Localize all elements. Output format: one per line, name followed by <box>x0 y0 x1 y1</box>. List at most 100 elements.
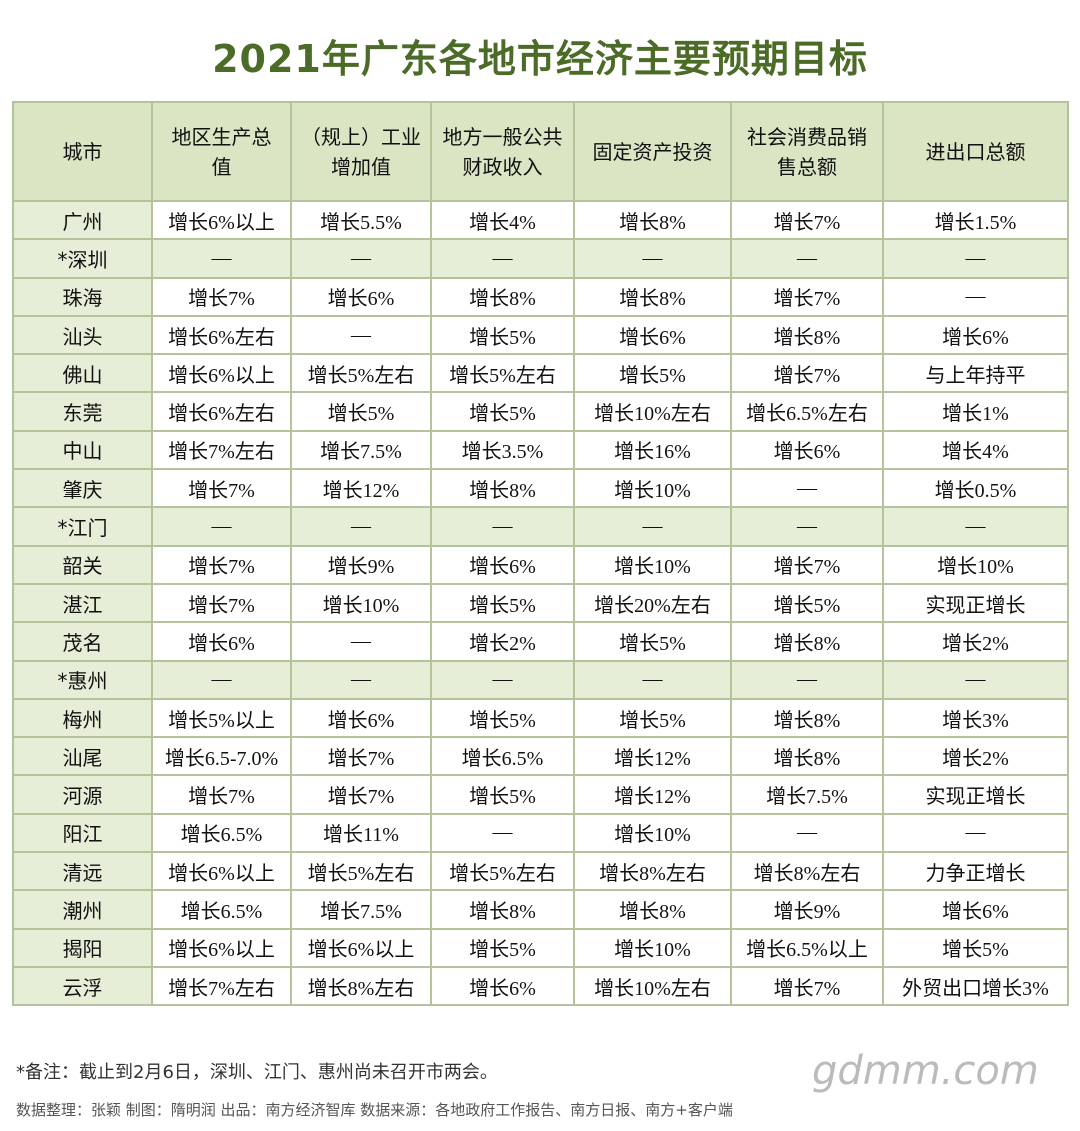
table-row: 肇庆 增长7% 增长12% 增长8% 增长10% — 增长0.5% <box>12 468 1069 509</box>
city-cell: 汕尾 <box>12 736 153 777</box>
value-cell: — <box>730 238 884 279</box>
table-row: 汕头 增长6%左右 — 增长5% 增长6% 增长8% 增长6% <box>12 314 1069 356</box>
value-cell: 增长5% <box>290 391 432 432</box>
table-row: 茂名 增长6% — 增长2% 增长5% 增长8% 增长2% <box>12 621 1069 662</box>
value-cell: 增长6.5-7.0% <box>151 736 292 777</box>
value-cell: 增长8% <box>730 621 884 662</box>
value-cell: 增长6%以上 <box>290 927 432 968</box>
value-cell: — <box>430 238 575 279</box>
value-cell: 增长4% <box>882 429 1069 471</box>
value-cell: — <box>573 506 732 547</box>
value-cell: 增长9% <box>730 889 884 930</box>
value-cell: — <box>151 506 292 547</box>
value-cell: 增长8% <box>573 276 732 317</box>
city-cell: *惠州 <box>12 659 153 700</box>
value-cell: 增长7% <box>730 965 884 1007</box>
value-cell: 增长7% <box>290 774 432 815</box>
city-cell: 潮州 <box>12 889 153 930</box>
value-cell: 增长2% <box>882 736 1069 777</box>
value-cell: — <box>882 276 1069 317</box>
value-cell: 外贸出口增长3% <box>882 965 1069 1007</box>
value-cell: 增长12% <box>290 468 432 509</box>
value-cell: 增长20%左右 <box>573 582 732 624</box>
value-cell: — <box>730 468 884 509</box>
value-cell: — <box>430 659 575 700</box>
city-cell: 佛山 <box>12 353 153 394</box>
value-cell: 增长0.5% <box>882 468 1069 509</box>
city-cell: 茂名 <box>12 621 153 662</box>
value-cell: 力争正增长 <box>882 851 1069 892</box>
value-cell: 增长6%以上 <box>151 851 292 892</box>
table-row: 湛江 增长7% 增长10% 增长5% 增长20%左右 增长5% 实现正增长 <box>12 582 1069 624</box>
value-cell: — <box>882 659 1069 700</box>
value-cell: 增长8% <box>730 736 884 777</box>
value-cell: 增长6% <box>573 314 732 356</box>
value-cell: 增长7% <box>151 582 292 624</box>
value-cell: — <box>290 314 432 356</box>
value-cell: 增长5% <box>430 697 575 739</box>
value-cell: 增长5% <box>573 353 732 394</box>
value-cell: 增长7% <box>730 199 884 241</box>
value-cell: 增长5% <box>430 314 575 356</box>
value-cell: — <box>573 238 732 279</box>
value-cell: 增长6%左右 <box>151 391 292 432</box>
city-cell: *江门 <box>12 506 153 547</box>
value-cell: 增长8% <box>573 199 732 241</box>
value-cell: 增长10% <box>573 468 732 509</box>
header-cell: 城市 <box>12 101 153 202</box>
city-cell: 中山 <box>12 429 153 471</box>
value-cell: — <box>151 659 292 700</box>
value-cell: 增长8% <box>430 276 575 317</box>
value-cell: 增长5.5% <box>290 199 432 241</box>
value-cell: 增长10%左右 <box>573 391 732 432</box>
value-cell: 与上年持平 <box>882 353 1069 394</box>
value-cell: 增长10% <box>573 812 732 854</box>
header-cell: 地区生产总值 <box>151 101 292 202</box>
value-cell: 增长8% <box>430 468 575 509</box>
value-cell: 增长7.5% <box>730 774 884 815</box>
city-cell: 云浮 <box>12 965 153 1007</box>
value-cell: — <box>151 238 292 279</box>
city-cell: 汕头 <box>12 314 153 356</box>
value-cell: 增长9% <box>290 544 432 585</box>
value-cell: 增长7% <box>151 774 292 815</box>
value-cell: 增长5%左右 <box>290 353 432 394</box>
title: 2021年广东各地市经济主要预期目标 <box>212 37 868 81</box>
value-cell: 增长6% <box>290 276 432 317</box>
value-cell: 增长8% <box>430 889 575 930</box>
city-cell: 肇庆 <box>12 468 153 509</box>
city-cell: *深圳 <box>12 238 153 279</box>
value-cell: — <box>290 659 432 700</box>
table-row: 河源 增长7% 增长7% 增长5% 增长12% 增长7.5% 实现正增长 <box>12 774 1069 815</box>
value-cell: 实现正增长 <box>882 774 1069 815</box>
header-cell: 社会消费品销售总额 <box>730 101 884 202</box>
table-row: 韶关 增长7% 增长9% 增长6% 增长10% 增长7% 增长10% <box>12 544 1069 585</box>
value-cell: — <box>290 238 432 279</box>
table-row: 阳江 增长6.5% 增长11% — 增长10% — — <box>12 812 1069 854</box>
value-cell: 增长7% <box>151 468 292 509</box>
value-cell: — <box>882 812 1069 854</box>
value-cell: 增长7% <box>730 276 884 317</box>
value-cell: 增长1.5% <box>882 199 1069 241</box>
table-body: 广州 增长6%以上 增长5.5% 增长4% 增长8% 增长7% 增长1.5% *深圳 — — — — —… <box>12 199 1069 1007</box>
value-cell: — <box>730 659 884 700</box>
table-row: 潮州 增长6.5% 增长7.5% 增长8% 增长8% 增长9% 增长6% <box>12 889 1069 930</box>
value-cell: 增长6.5%以上 <box>730 927 884 968</box>
value-cell: 增长7.5% <box>290 429 432 471</box>
table-row: 中山 增长7%左右 增长7.5% 增长3.5% 增长16% 增长6% 增长4% <box>12 429 1069 471</box>
value-cell: 增长6% <box>430 544 575 585</box>
value-cell: 增长5%左右 <box>430 353 575 394</box>
value-cell: — <box>430 812 575 854</box>
value-cell: 增长5% <box>573 621 732 662</box>
value-cell: 增长10% <box>573 544 732 585</box>
value-cell: — <box>730 506 884 547</box>
note: *备注：截止到2月6日，深圳、江门、惠州尚未召开市两会。 <box>16 1062 498 1083</box>
value-cell: 增长10% <box>882 544 1069 585</box>
value-cell: 增长2% <box>430 621 575 662</box>
value-cell: 增长6%以上 <box>151 927 292 968</box>
value-cell: 增长3.5% <box>430 429 575 471</box>
table-row: 佛山 增长6%以上 增长5%左右 增长5%左右 增长5% 增长7% 与上年持平 <box>12 353 1069 394</box>
value-cell: 增长5% <box>430 582 575 624</box>
value-cell: 增长11% <box>290 812 432 854</box>
